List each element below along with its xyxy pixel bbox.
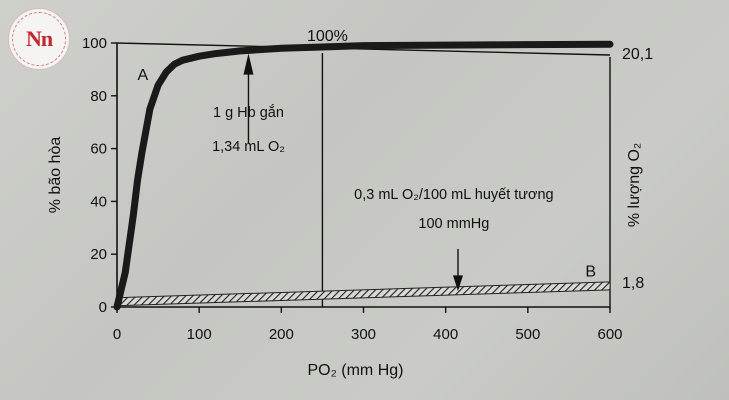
y-tick-label: 80: [90, 88, 107, 105]
series-a-label: A: [138, 67, 149, 84]
x-tick-label: 200: [269, 326, 294, 343]
hb-arrow-head: [243, 53, 254, 75]
series-a-curve: [113, 40, 614, 311]
y-tick-label: 40: [90, 193, 107, 210]
x-tick-label: 100: [187, 326, 212, 343]
y-tick-label: 20: [90, 246, 107, 263]
hb-note-line2: 1,34 mL O₂: [212, 139, 285, 155]
plasma-arrow-head: [452, 275, 463, 292]
logo-ring: [12, 12, 66, 66]
x-tick-label: 600: [597, 326, 622, 343]
y-tick-label: 100: [82, 35, 107, 52]
x-tick-label: 500: [515, 326, 540, 343]
publisher-logo: Nn: [8, 8, 70, 70]
plasma-note-line1: 0,3 mL O₂/100 mL huyết tương: [354, 187, 553, 203]
right-top-value: 20,1: [622, 46, 653, 63]
y-axis-title: % bão hòa: [47, 137, 64, 214]
x-axis-title: PO₂ (mm Hg): [308, 362, 404, 379]
series-b-band: [116, 281, 611, 307]
hb-note-line1: 1 g Hb gắn: [213, 104, 284, 121]
x-tick-label: 300: [351, 326, 376, 343]
right-bottom-value: 1,8: [622, 275, 644, 292]
y-tick-label: 60: [90, 141, 107, 158]
x-tick-label: 400: [433, 326, 458, 343]
series-b-label: B: [585, 264, 596, 281]
top-100-percent-label: 100%: [307, 28, 348, 45]
y2-axis-title: % lượng O₂: [626, 143, 643, 227]
plasma-note-line2: 100 mmHg: [418, 216, 489, 232]
x-tick-label: 0: [113, 326, 121, 343]
y-tick-label: 0: [99, 299, 107, 316]
